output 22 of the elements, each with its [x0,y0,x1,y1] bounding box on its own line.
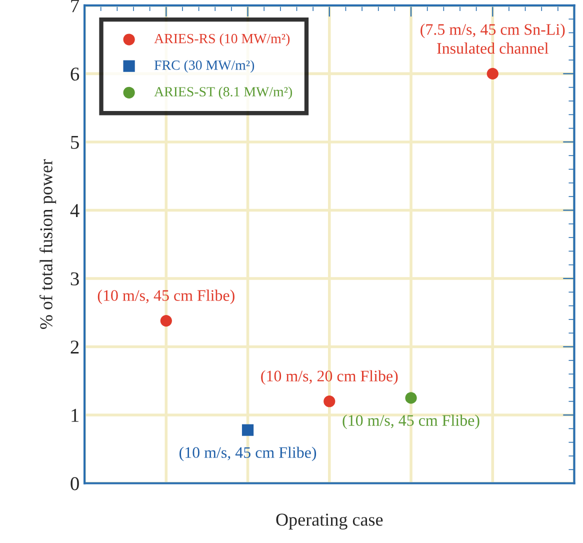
y-tick-label: 4 [70,204,80,217]
data-label: (10 m/s, 45 cm Flibe) [179,446,316,462]
y-tick-label: 5 [71,136,79,149]
data-label: (7.5 m/s, 45 cm Sn-Li) Insulated channel [420,24,565,54]
point [324,396,336,408]
point [160,314,172,327]
y-tick-label: 6 [70,68,80,81]
y-axis-title: % of total fusion power [40,159,56,329]
legend-label: FRC (30 MW/m²) [154,60,254,73]
y-tick-label: 1 [72,408,79,422]
data-label: (10 m/s, 20 cm Flibe) [261,370,398,385]
point [486,68,498,80]
y-tick-label: 0 [70,477,79,490]
data-label: (10 m/s, 45 cm Flibe) [342,414,480,430]
legend-label: ARIES-ST (8.1 MW/m²) [154,86,292,100]
y-tick-label: 2 [70,340,79,354]
data-label: (10 m/s, 45 cm Flibe) [98,290,234,304]
x-axis-title: Operating case [276,514,383,530]
legend-label: ARIES-RS (10 MW/m²) [154,34,290,46]
y-tick-label: 3 [70,272,79,286]
point [405,392,417,404]
point [242,424,254,436]
